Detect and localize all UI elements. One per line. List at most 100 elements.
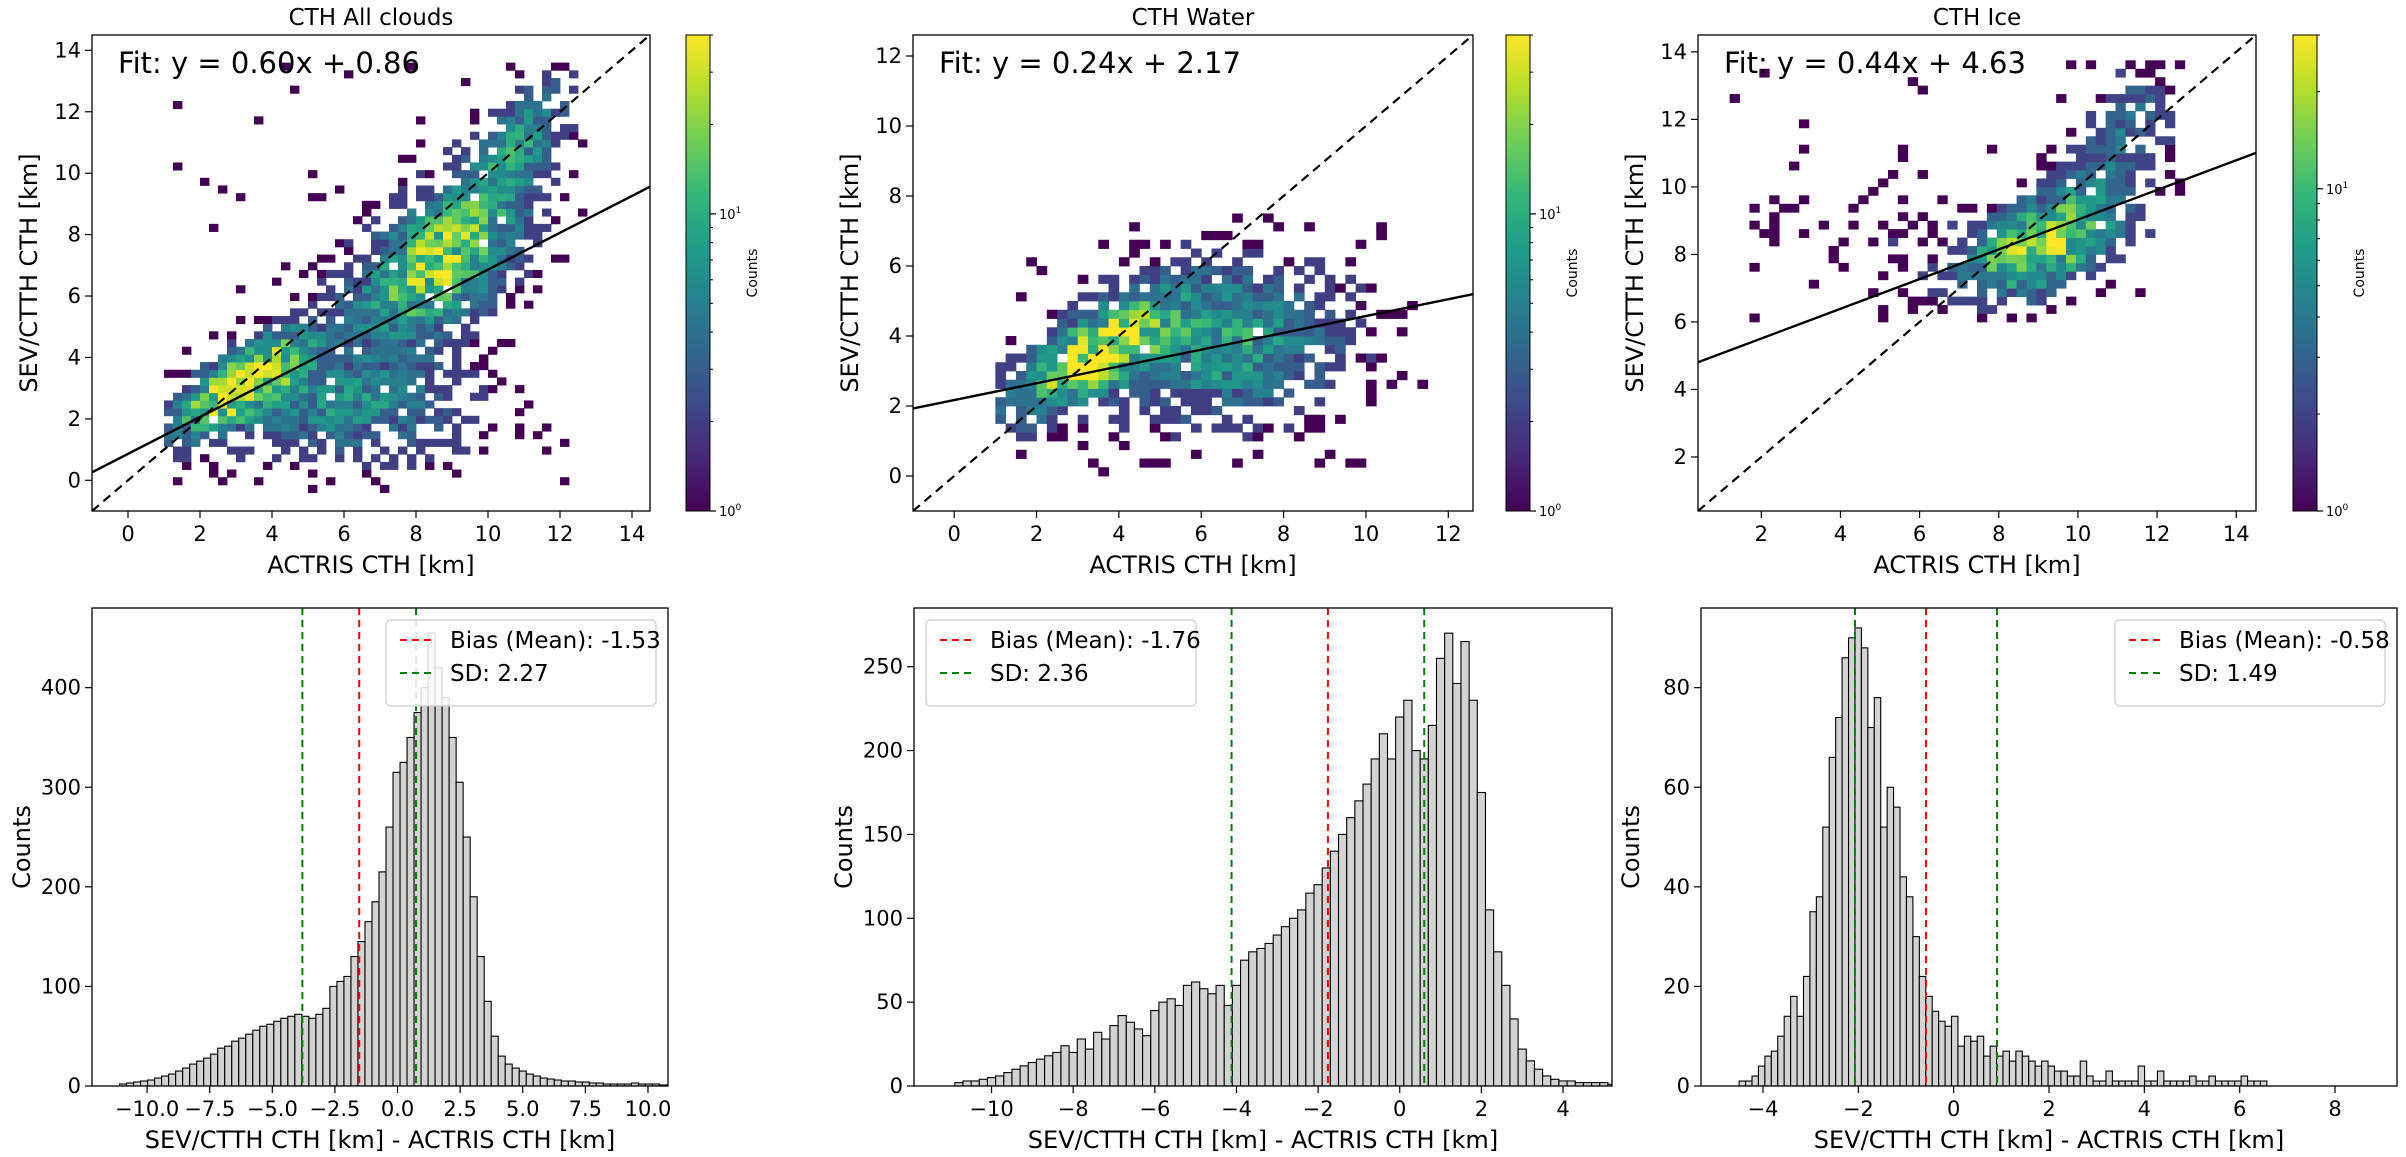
- heatmap-cell: [416, 392, 426, 401]
- heatmap-cell: [380, 484, 390, 493]
- heatmap-cell: [281, 323, 291, 332]
- heatmap-cell: [353, 392, 363, 401]
- heatmap-cell: [2006, 313, 2017, 323]
- heatmap-cell: [2095, 153, 2107, 162]
- heatmap-cell: [380, 346, 390, 355]
- heatmap-cell: [398, 385, 408, 394]
- heatmap-cell: [1036, 353, 1048, 363]
- heatmap-cell: [1180, 397, 1192, 407]
- heatmap-cell: [1324, 379, 1336, 389]
- heatmap-cell: [362, 400, 372, 409]
- heatmap-cell: [497, 262, 507, 271]
- heatmap-cell: [1149, 309, 1161, 319]
- heatmap-cell: [1015, 432, 1027, 442]
- heatmap-cell: [182, 454, 192, 463]
- heatmap-cell: [407, 438, 417, 447]
- heatmap-cell: [1149, 423, 1161, 433]
- heatmap-cell: [2145, 153, 2156, 162]
- heatmap-cell: [326, 408, 336, 417]
- heatmap-cell: [1242, 274, 1254, 284]
- heatmap-cell: [1376, 309, 1387, 319]
- histogram-bar: [210, 1053, 219, 1086]
- heatmap-cell: [416, 170, 426, 179]
- heatmap-cell: [389, 423, 399, 432]
- heatmap-cell: [299, 331, 309, 340]
- heatmap-cell: [362, 431, 372, 440]
- heatmap-cell: [317, 369, 327, 378]
- heatmap-cell: [2036, 161, 2047, 171]
- heatmap-cell: [218, 423, 228, 432]
- heatmap-cell: [434, 193, 444, 202]
- heatmap-cell: [272, 369, 282, 378]
- heatmap-cell: [452, 315, 462, 325]
- heatmap-cell: [398, 346, 408, 355]
- x-tick-label: 0.0: [381, 1097, 414, 1121]
- heatmap-cell: [2066, 296, 2077, 306]
- histogram-bar: [497, 1055, 506, 1086]
- y-axis-label: Counts: [8, 805, 36, 889]
- heatmap-cell: [380, 292, 390, 302]
- heatmap-cell: [1221, 274, 1233, 284]
- heatmap-cell: [515, 285, 525, 294]
- histogram-bar: [1893, 806, 1901, 1086]
- heatmap-cell: [2125, 170, 2136, 179]
- heatmap-cell: [335, 454, 345, 463]
- heatmap-cell: [1927, 288, 1938, 298]
- heatmap-cell: [1088, 318, 1099, 328]
- heatmap-cell: [2135, 127, 2146, 137]
- heatmap-cell: [1967, 229, 1978, 238]
- heatmap-cell: [1036, 344, 1048, 354]
- heatmap-cell: [425, 300, 435, 309]
- heatmap-cell: [398, 231, 408, 240]
- heatmap-cell: [470, 392, 480, 401]
- plot-area: [913, 35, 1473, 511]
- heatmap-cell: [1947, 271, 1958, 281]
- heatmap-cell: [542, 124, 552, 133]
- heatmap-cell: [1917, 170, 1928, 179]
- heatmap-cell: [1170, 283, 1182, 293]
- histogram-bar: [1542, 1075, 1552, 1086]
- heatmap-cell: [1046, 406, 1058, 416]
- heatmap-cell: [425, 315, 435, 325]
- heatmap-cell: [1190, 344, 1202, 354]
- heatmap-cell: [1036, 362, 1048, 372]
- heatmap-cell: [1139, 362, 1151, 372]
- heatmap-cell: [1252, 239, 1264, 249]
- heatmap-cell: [1077, 274, 1089, 284]
- heatmap-cell: [2006, 245, 2017, 255]
- heatmap-cell: [506, 116, 516, 125]
- heatmap-cell: [551, 108, 561, 117]
- heatmap-cell: [290, 423, 300, 432]
- heatmap-cell: [209, 362, 219, 371]
- heatmap-cell: [1088, 388, 1099, 398]
- heatmap-cell: [488, 154, 498, 163]
- histogram-bar: [1207, 993, 1217, 1086]
- heatmap-cell: [506, 170, 516, 179]
- heatmap-cell: [434, 200, 444, 209]
- heatmap-cell: [1283, 344, 1295, 354]
- histogram-bar: [2189, 1075, 2197, 1086]
- heatmap-cell: [1190, 309, 1202, 319]
- heatmap-cell: [1221, 266, 1233, 276]
- heatmap-cell: [173, 454, 183, 463]
- heatmap-cell: [470, 108, 480, 117]
- heatmap-cell: [416, 408, 426, 417]
- fit-text: Fit: y = 0.60x + 0.86: [118, 46, 420, 80]
- heatmap-cell: [2075, 161, 2087, 171]
- heatmap-cell: [1376, 353, 1387, 363]
- heatmap-cell: [434, 323, 444, 332]
- histogram-bar: [2028, 1060, 2036, 1086]
- heatmap-cell: [1098, 344, 1109, 354]
- heatmap-cell: [2164, 153, 2176, 162]
- heatmap-cell: [461, 177, 471, 186]
- heatmap-cell: [1977, 271, 1988, 281]
- heatmap-cell: [425, 461, 435, 470]
- histogram-bar: [995, 1075, 1005, 1086]
- heatmap-cell: [2056, 212, 2067, 222]
- heatmap-cell: [1170, 432, 1182, 442]
- heatmap-cell: [1077, 309, 1089, 319]
- heatmap-cell: [1067, 327, 1079, 337]
- heatmap-cell: [290, 438, 300, 447]
- heatmap-cell: [362, 269, 372, 279]
- x-tick-label: 7.5: [569, 1097, 602, 1121]
